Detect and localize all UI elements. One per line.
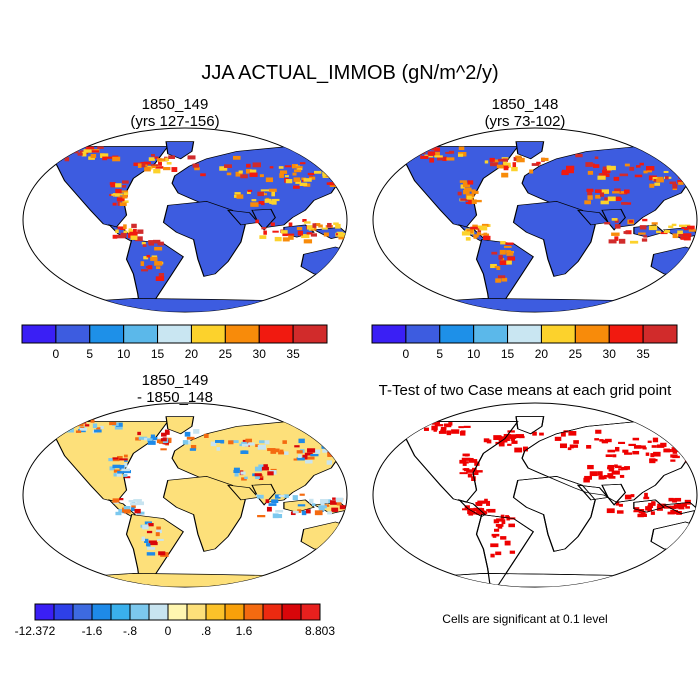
- colorbar-tick-label: 15: [151, 347, 165, 361]
- colorbar-swatch: [53, 603, 74, 621]
- colorbar-tick-label: 1.6: [236, 624, 253, 638]
- colorbar-swatch: [110, 603, 131, 621]
- colorbar-swatch: [574, 324, 610, 344]
- map-land: [396, 415, 697, 587]
- colorbar-swatch: [123, 324, 159, 344]
- colorbar-swatch: [507, 324, 542, 344]
- colorbar-tick-label: 20: [185, 347, 199, 361]
- figure-title: JJA ACTUAL_IMMOB (gN/m^2/y): [201, 62, 499, 84]
- panel-2-title-line2: (yrs 73-102): [484, 113, 566, 130]
- panel-3-title-line2: - 1850_148: [137, 389, 213, 406]
- colorbar-tick-label: 0: [165, 624, 172, 638]
- colorbar-tick-label: -1.6: [82, 624, 103, 638]
- colorbar-tick-label: 35: [636, 347, 650, 361]
- panel-1-title-line1: 1850_149: [141, 96, 209, 113]
- colorbar-swatch: [281, 603, 302, 621]
- panel-2-title-line1: 1850_148: [491, 96, 559, 113]
- panel-1-title: 1850_149 (yrs 127-156): [75, 96, 275, 130]
- colorbar-swatch: [224, 603, 245, 621]
- colorbar-swatch: [91, 603, 112, 621]
- colorbar-swatch: [243, 603, 264, 621]
- colorbar-tick-label: 10: [117, 347, 131, 361]
- colorbar-tick-label: 35: [286, 347, 300, 361]
- colorbar-swatch: [473, 324, 509, 344]
- colorbar-swatch: [300, 603, 321, 621]
- colorbar-tick-label: -12.372: [15, 624, 56, 638]
- colorbar-swatch: [148, 603, 169, 621]
- colorbar-swatch: [167, 603, 188, 621]
- colorbar-tick-label: 10: [467, 347, 481, 361]
- colorbar-2: 0 5 10 15 20 25 30 35: [371, 324, 678, 361]
- colorbar-tick-label: 15: [501, 347, 515, 361]
- colorbar-swatch: [89, 324, 125, 344]
- map-land: [46, 140, 347, 312]
- map-panel-2: [372, 127, 698, 313]
- colorbar-tick-label: 0: [403, 347, 410, 361]
- colorbar-tick-label: 30: [253, 347, 267, 361]
- colorbar-swatch: [34, 603, 55, 621]
- colorbar-swatch: [21, 324, 57, 344]
- colorbar-swatch: [205, 603, 226, 621]
- map-land: [46, 415, 347, 587]
- colorbar-swatch: [157, 324, 192, 344]
- colorbar-tick-label: 20: [535, 347, 549, 361]
- colorbar-swatch: [190, 324, 226, 344]
- panel-3-title-line1: 1850_149: [141, 372, 209, 389]
- colorbar-1: 0 5 10 15 20 25 30 35: [21, 324, 328, 361]
- colorbar-swatch: [72, 603, 93, 621]
- colorbar-swatch: [186, 603, 207, 621]
- panel-3-title: 1850_149 - 1850_148: [75, 372, 275, 406]
- map-panel-3: [22, 402, 348, 588]
- colorbar-swatch: [262, 603, 283, 621]
- colorbar-swatch: [540, 324, 576, 344]
- panel-1-title-line2: (yrs 127-156): [130, 113, 220, 130]
- colorbar-swatch: [258, 324, 294, 344]
- map-panel-1: [22, 127, 348, 313]
- colorbar-tick-label: .8: [201, 624, 211, 638]
- colorbar-tick-label: 5: [436, 347, 443, 361]
- colorbar-swatch: [129, 603, 150, 621]
- panel-2-title: 1850_148 (yrs 73-102): [425, 96, 625, 130]
- colorbar-tick-label: 0: [53, 347, 60, 361]
- colorbar-swatch: [292, 324, 328, 344]
- colorbar-tick-label: 8.803: [305, 624, 335, 638]
- colorbar-swatch: [642, 324, 678, 344]
- colorbar-swatch: [55, 324, 91, 344]
- colorbar-tick-label: -.8: [123, 624, 137, 638]
- panel-4-title: T-Test of two Case means at each grid po…: [350, 382, 700, 399]
- colorbar-swatch: [224, 324, 260, 344]
- significance-note: Cells are significant at 0.1 level: [442, 612, 608, 626]
- colorbar-tick-label: 25: [569, 347, 583, 361]
- colorbar-swatch: [371, 324, 407, 344]
- colorbar-tick-label: 25: [219, 347, 233, 361]
- colorbar-3: -12.372 -1.6 -.8 0 .8 1.6 8.803: [15, 603, 335, 638]
- panel-4-title-line1: T-Test of two Case means at each grid po…: [378, 382, 672, 399]
- colorbar-swatch: [405, 324, 441, 344]
- map-land: [396, 140, 697, 312]
- map-panel-4: [372, 402, 698, 588]
- colorbar-swatch: [439, 324, 475, 344]
- colorbar-swatch: [608, 324, 644, 344]
- colorbar-tick-label: 5: [86, 347, 93, 361]
- colorbar-tick-label: 30: [603, 347, 617, 361]
